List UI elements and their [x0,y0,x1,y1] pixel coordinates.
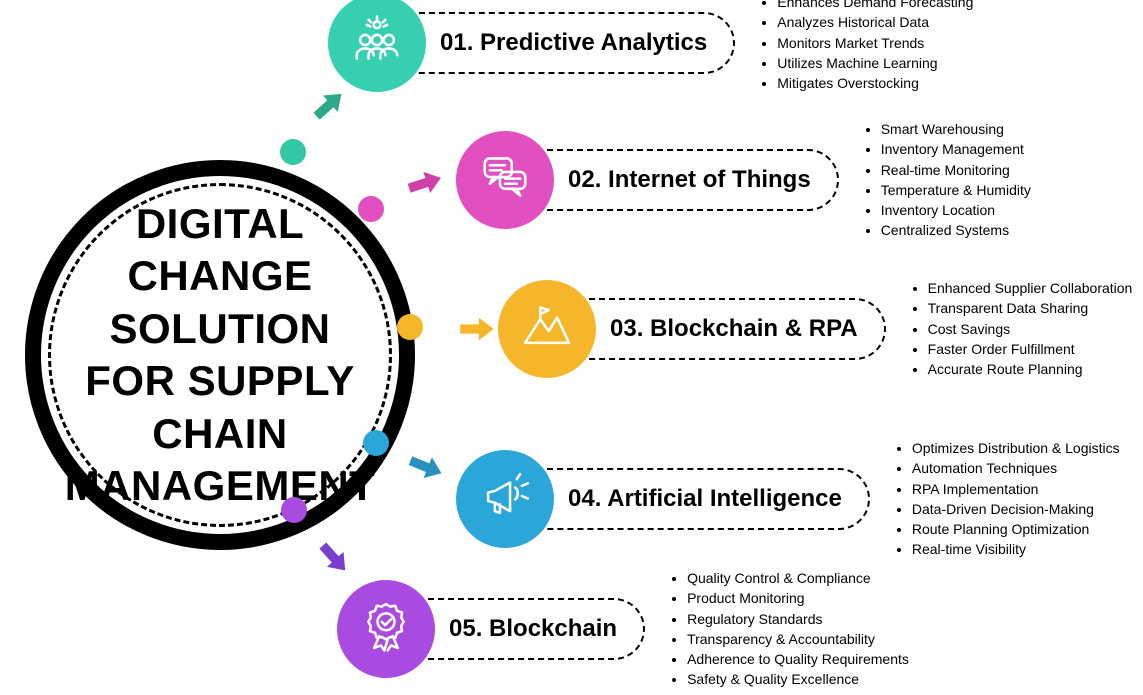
bullet: Safety & Quality Excellence [687,669,909,689]
bullet: Real-time Monitoring [881,160,1031,180]
bullet: Accurate Route Planning [928,359,1133,379]
pill-4: 04. Artificial Intelligence [506,468,870,530]
arrow-3 [458,316,496,342]
pill-text-2: 02. Internet of Things [568,166,811,194]
bullet: Cost Savings [928,319,1133,339]
bullet: Enhances Demand Forecasting [777,0,973,12]
pill-text-3: 03. Blockchain & RPA [610,315,858,343]
ribbon-icon [359,599,413,658]
chat-icon [478,150,532,209]
pill-text-1: 01. Predictive Analytics [440,29,707,57]
item-4: 04. Artificial Intelligence Optimizes Dis… [456,438,1120,560]
bullet: Real-time Visibility [912,539,1120,559]
bullet: Transparency & Accountability [687,629,909,649]
bullets-2: Smart WarehousingInventory ManagementRea… [863,119,1031,241]
center-inner-ring: DIGITAL CHANGE SOLUTION FOR SUPPLY CHAIN… [48,183,392,527]
bullet: Automation Techniques [912,458,1120,478]
pill-text-4: 04. Artificial Intelligence [568,485,842,513]
bullets-4: Optimizes Distribution & LogisticsAutoma… [894,438,1120,560]
item-2: 02. Internet of ThingsSmart WarehousingI… [456,119,1031,241]
rim-dot-1 [280,139,306,165]
people-icon [350,13,404,72]
pill-3: 03. Blockchain & RPA [548,298,886,360]
bullet: Adherence to Quality Requirements [687,649,909,669]
bullet: Centralized Systems [881,220,1031,240]
rim-dot-4 [363,430,389,456]
badge-1 [328,0,426,92]
bullet: Route Planning Optimization [912,519,1120,539]
bullet: Analyzes Historical Data [777,12,973,32]
mountain-icon [520,299,574,358]
center-circle: DIGITAL CHANGE SOLUTION FOR SUPPLY CHAIN… [25,160,415,550]
bullet: Data-Driven Decision-Making [912,499,1120,519]
bullets-5: Quality Control & ComplianceProduct Moni… [669,568,909,690]
pill-text-5: 05. Blockchain [449,615,617,643]
bullet: Inventory Management [881,139,1031,159]
badge-2 [456,131,554,229]
item-3: 03. Blockchain & RPA Enhanced Supplier Co… [498,278,1132,379]
bullet: Mitigates Overstocking [777,73,973,93]
bullet: Temperature & Humidity [881,180,1031,200]
bullet: RPA Implementation [912,479,1120,499]
item-5: 05. Blockchain Quality Control & Complian… [337,568,909,690]
badge-5 [337,580,435,678]
bullet: Transparent Data Sharing [928,298,1133,318]
bullet: Regulatory Standards [687,609,909,629]
bullet: Utilizes Machine Learning [777,53,973,73]
arrow-4 [404,448,449,486]
bullet: Monitors Market Trends [777,33,973,53]
pill-1: 01. Predictive Analytics [378,12,735,74]
pill-2: 02. Internet of Things [506,149,839,211]
badge-4 [456,450,554,548]
bullet: Optimizes Distribution & Logistics [912,438,1120,458]
rim-dot-2 [358,196,384,222]
bullet: Product Monitoring [687,588,909,608]
item-1: 01. Predictive Analytics Enhances Demand … [328,0,973,93]
bullet: Enhanced Supplier Collaboration [928,278,1133,298]
megaphone-icon [478,469,532,528]
center-title: DIGITAL CHANGE SOLUTION FOR SUPPLY CHAIN… [65,198,376,513]
rim-dot-5 [281,497,307,523]
bullet: Quality Control & Compliance [687,568,909,588]
arrow-2 [403,165,447,201]
bullet: Inventory Location [881,200,1031,220]
rim-dot-3 [397,314,423,340]
infographic-stage: DIGITAL CHANGE SOLUTION FOR SUPPLY CHAIN… [0,0,1143,695]
bullet: Faster Order Fulfillment [928,339,1133,359]
bullets-1: Enhances Demand ForecastingAnalyzes Hist… [759,0,973,93]
bullets-3: Enhanced Supplier CollaborationTranspare… [910,278,1133,379]
badge-3 [498,280,596,378]
bullet: Smart Warehousing [881,119,1031,139]
